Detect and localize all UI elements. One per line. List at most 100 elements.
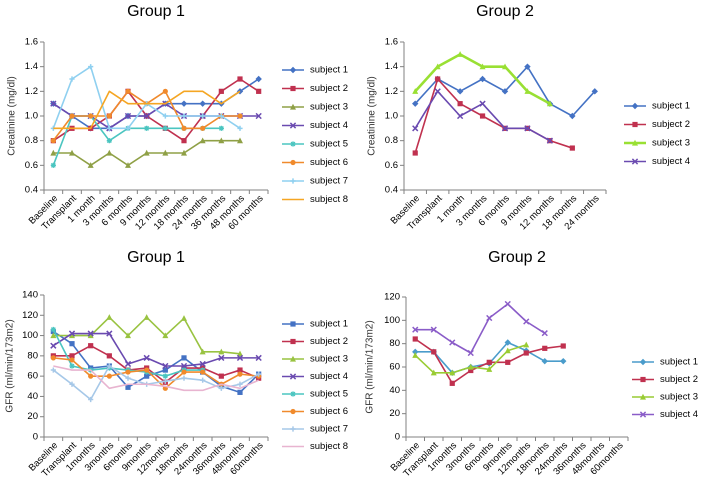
data-point <box>199 348 206 355</box>
legend-label: subject 5 <box>310 139 348 150</box>
chart-creatinine-group2: Group 2 Creatinine (mg/dl) 0.4 0.6 0.8 1.0 1.2… <box>367 3 690 232</box>
data-point <box>50 332 57 339</box>
data-point <box>457 51 464 57</box>
data-point <box>523 318 530 325</box>
chart-title: Group 1 <box>127 249 185 266</box>
legend-marker <box>290 178 296 184</box>
y-tick-label: 80 <box>389 338 400 349</box>
legend-label: subject 6 <box>310 406 348 417</box>
data-point <box>200 377 206 383</box>
series-4 <box>50 330 262 370</box>
legend-entry: subject 2 <box>632 374 698 385</box>
y-tick-label: 0.6 <box>25 160 38 171</box>
data-point <box>106 314 113 320</box>
data-point <box>237 113 243 119</box>
series-1 <box>412 63 598 120</box>
data-point <box>449 339 456 346</box>
series-line <box>53 316 241 355</box>
legend-marker <box>632 139 638 146</box>
data-point <box>560 343 566 349</box>
y-tick-label: 40 <box>389 385 400 396</box>
data-point <box>143 354 150 362</box>
y-axis-label: GFR (ml/min/173m2) <box>5 319 16 412</box>
data-point <box>237 76 243 82</box>
data-point <box>88 373 94 379</box>
data-point <box>88 343 94 349</box>
legend-entry: subject 2 <box>282 83 348 94</box>
y-tick-label: 100 <box>384 315 400 326</box>
data-point <box>144 125 150 131</box>
legend-entry: subject 3 <box>282 354 348 365</box>
y-axis-label: Creatinine (mg/dl) <box>7 76 18 155</box>
series-line <box>53 90 241 130</box>
legend-entry: subject 1 <box>624 101 690 112</box>
y-tick-label: 0 <box>395 432 400 443</box>
y-tick-label: 1.4 <box>25 61 38 72</box>
data-point <box>412 150 418 156</box>
data-point <box>50 138 56 144</box>
data-point <box>69 363 75 369</box>
data-point <box>524 125 531 132</box>
data-point <box>524 63 531 70</box>
legend-entry: subject 4 <box>632 409 698 420</box>
data-point <box>50 326 56 333</box>
data-point <box>50 100 57 107</box>
y-tick-label: 60 <box>27 371 38 382</box>
data-point <box>181 355 187 361</box>
legend-entry: subject 3 <box>632 392 698 403</box>
legend-marker <box>290 85 296 92</box>
data-point <box>125 125 131 131</box>
data-point <box>218 354 225 362</box>
data-point <box>504 339 511 346</box>
chart-title: Group 1 <box>127 3 185 20</box>
data-point <box>106 353 112 359</box>
data-point <box>106 363 112 369</box>
data-point <box>236 354 244 362</box>
legend-label: subject 7 <box>310 176 348 187</box>
data-point <box>486 359 492 365</box>
data-point <box>106 373 112 379</box>
legend-label: subject 1 <box>660 357 698 368</box>
legend-entry: subject 1 <box>282 319 348 330</box>
data-point <box>541 357 548 365</box>
data-point <box>106 149 113 156</box>
y-tick-label: 120 <box>22 310 38 321</box>
data-point <box>143 314 150 320</box>
data-point <box>50 342 57 349</box>
data-point <box>467 349 474 357</box>
data-point <box>181 315 187 321</box>
y-tick-label: 40 <box>27 391 38 402</box>
data-point <box>124 112 132 120</box>
data-point <box>435 76 441 82</box>
data-point <box>50 367 56 373</box>
y-tick-label: 120 <box>384 292 400 303</box>
data-point <box>256 371 262 377</box>
data-point <box>106 138 112 144</box>
data-point <box>456 88 464 95</box>
legend-entry: subject 4 <box>282 371 348 382</box>
data-point <box>523 350 529 356</box>
legend-label: subject 4 <box>310 120 348 131</box>
legend-label: subject 4 <box>660 409 698 420</box>
data-point <box>560 357 567 365</box>
data-point <box>237 381 243 387</box>
legend-entry: subject 2 <box>282 336 348 347</box>
data-point <box>69 149 75 156</box>
y-axis-label: GFR (ml/min/173m2) <box>365 320 376 413</box>
data-point <box>486 366 493 372</box>
data-point <box>125 88 131 94</box>
data-point <box>199 360 206 368</box>
y-tick-label: 0.8 <box>25 135 38 146</box>
legend-marker <box>639 358 647 366</box>
legend-entry: subject 3 <box>624 138 690 149</box>
legend-label: subject 3 <box>310 102 348 113</box>
data-point <box>181 375 187 381</box>
legend-entry: subject 5 <box>282 139 348 150</box>
data-point <box>479 113 486 119</box>
data-point <box>181 138 187 144</box>
data-point <box>69 341 75 347</box>
data-point <box>144 367 150 373</box>
data-point <box>486 314 493 322</box>
data-point <box>69 76 75 82</box>
data-point <box>457 101 463 107</box>
